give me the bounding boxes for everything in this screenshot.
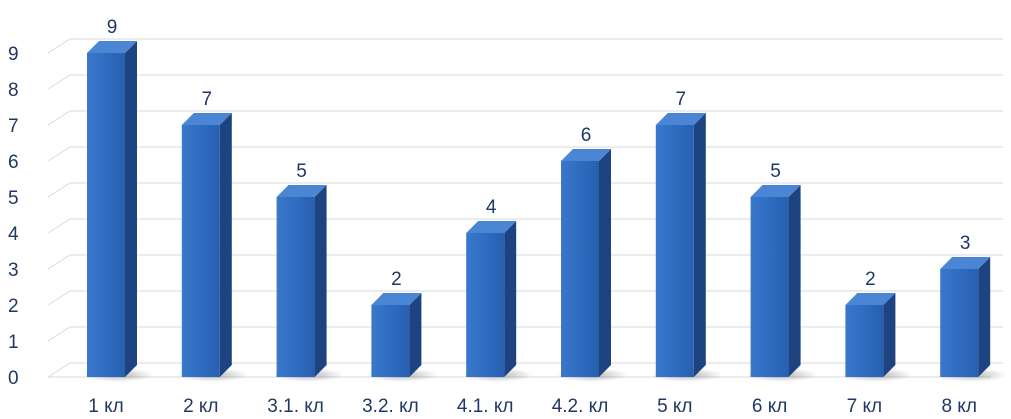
data-label: 4 (486, 197, 497, 218)
bar-front (466, 233, 505, 377)
x-category-label: 1 кл (88, 396, 123, 417)
data-label: 5 (296, 161, 307, 182)
bar-top (181, 113, 232, 125)
y-tick-label: 3 (8, 260, 19, 281)
x-category-label: 2 кл (183, 396, 218, 417)
y-tick-label: 1 (8, 332, 19, 353)
bar-side (504, 221, 517, 377)
x-category-label: 5 кл (657, 396, 692, 417)
y-tick-label: 0 (8, 368, 19, 389)
bar: 3 (935, 233, 1008, 382)
bar: 4 (461, 197, 534, 382)
data-label: 2 (391, 269, 402, 290)
bar-side (314, 185, 327, 377)
bar: 2 (840, 269, 913, 382)
y-axis-ticks: 0 1 2 3 4 5 6 7 8 9 (8, 44, 19, 389)
bar-top (845, 293, 896, 305)
data-label: 7 (202, 89, 213, 110)
bar: 7 (650, 89, 723, 382)
gridline (47, 38, 1003, 54)
bar-top (750, 185, 801, 197)
bar: 2 (366, 269, 439, 382)
bar-front (655, 125, 694, 377)
y-tick-label: 7 (8, 116, 19, 137)
bar: 9 (81, 17, 155, 382)
data-label: 2 (865, 269, 876, 290)
data-label: 7 (676, 89, 687, 110)
data-label: 5 (770, 161, 781, 182)
y-tick-label: 5 (8, 188, 19, 209)
bar-top (940, 257, 991, 269)
x-category-label: 3.1. кл (267, 396, 324, 417)
bars: 9 7 5 2 4 6 7 5 2 3 (81, 17, 1008, 382)
x-category-label: 3.2. кл (362, 396, 419, 417)
bar-front (181, 125, 220, 377)
bar-side (125, 41, 137, 377)
data-label: 9 (107, 17, 118, 38)
bar-top (371, 293, 422, 305)
y-tick-label: 6 (8, 152, 19, 173)
bar-top (87, 41, 137, 53)
bar-top (466, 221, 517, 233)
data-label: 6 (581, 125, 592, 146)
bar: 7 (176, 89, 249, 382)
y-tick-label: 4 (8, 224, 19, 245)
gridline (47, 110, 1003, 126)
gridline (47, 74, 1003, 90)
bar-side (883, 293, 896, 377)
bar-front (371, 305, 410, 377)
bar-side (409, 293, 422, 377)
bar-front (940, 269, 979, 377)
bar-top (561, 149, 611, 161)
y-tick-label: 2 (8, 296, 19, 317)
bar: 5 (745, 161, 818, 382)
bar-side (788, 185, 801, 377)
y-tick-label: 9 (8, 44, 19, 65)
bar-top (655, 113, 706, 125)
x-axis-categories: 1 кл 2 кл 3.1. кл 3.2. кл 4.1. кл 4.2. кл 5 кл… (88, 396, 977, 417)
bar-side (693, 113, 706, 377)
x-category-label: 6 кл (752, 396, 787, 417)
data-label: 3 (960, 233, 971, 254)
bar-front (87, 53, 125, 377)
bar-top (276, 185, 327, 197)
bar: 5 (271, 161, 344, 382)
bar-side (219, 113, 232, 377)
x-category-label: 8 кл (941, 396, 976, 417)
bar-front (561, 161, 599, 377)
bar-front (845, 305, 884, 377)
x-category-label: 7 кл (847, 396, 882, 417)
y-tick-label: 8 (8, 80, 19, 101)
bar-side (599, 149, 611, 377)
bar-front (750, 197, 789, 377)
bar-side (978, 257, 991, 377)
bar: 6 (555, 125, 629, 382)
x-category-label: 4.1. кл (457, 396, 514, 417)
bar-front (276, 197, 315, 377)
x-category-label: 4.2. кл (552, 396, 609, 417)
